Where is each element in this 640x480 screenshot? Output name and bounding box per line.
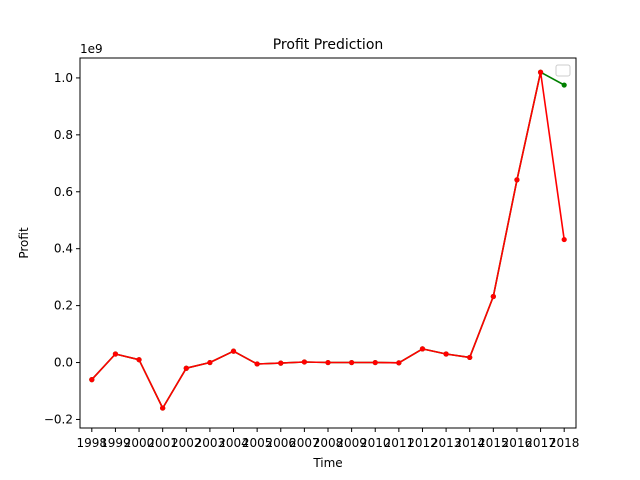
x-tick-label: 2014: [454, 436, 485, 450]
data-point: [561, 82, 567, 88]
y-tick-label: 0.4: [54, 242, 73, 256]
x-tick-label: 2012: [407, 436, 438, 450]
data-point: [514, 177, 520, 183]
data-point: [467, 354, 473, 361]
x-tick-label: 2010: [360, 436, 391, 450]
x-tick-label: 2000: [124, 436, 155, 450]
chart-title: Profit Prediction: [273, 37, 384, 53]
plot-frame: [79, 57, 577, 429]
y-tick-label: 0.6: [54, 185, 73, 199]
x-tick-label: 2011: [384, 436, 415, 450]
x-tick-label: 2004: [218, 436, 249, 450]
data-point: [396, 360, 402, 366]
x-tick-label: 2016: [502, 436, 533, 450]
data-point: [254, 361, 260, 367]
data-point: [490, 293, 496, 300]
x-axis-label: Time: [312, 456, 342, 470]
x-tick-label: 2018: [549, 436, 580, 450]
data-point: [207, 359, 213, 366]
x-tick-label: 2007: [289, 436, 320, 450]
data-point: [230, 348, 237, 354]
x-axis-ticks: 1998199920002001200220032004200520062007…: [77, 428, 580, 450]
x-tick-label: 2001: [147, 436, 178, 450]
data-point: [89, 377, 95, 383]
x-tick-label: 2002: [171, 436, 202, 450]
data-point: [301, 359, 307, 365]
data-point: [561, 236, 567, 243]
data-point: [183, 365, 189, 371]
data-point: [325, 359, 331, 366]
x-tick-label: 1999: [100, 436, 131, 450]
x-tick-label: 2008: [313, 436, 344, 450]
y-tick-label: 0.0: [54, 356, 73, 370]
series-layer: [89, 69, 567, 411]
y-offset-label: 1e9: [80, 42, 103, 56]
x-tick-label: 2013: [431, 436, 462, 450]
y-axis-label: Profit: [17, 227, 31, 259]
data-point: [372, 359, 378, 366]
y-tick-label: 0.8: [54, 128, 73, 142]
data-point: [537, 69, 544, 75]
data-point: [349, 359, 355, 366]
x-tick-label: 2017: [525, 436, 556, 450]
data-point: [112, 351, 119, 357]
x-tick-label: 2005: [242, 436, 273, 450]
y-tick-label: 0.2: [54, 299, 73, 313]
x-tick-label: 2006: [265, 436, 296, 450]
data-point: [443, 351, 449, 357]
y-tick-label: −0.2: [44, 412, 73, 426]
x-tick-label: 2009: [336, 436, 367, 450]
data-point: [278, 360, 284, 366]
y-tick-label: 1.0: [54, 71, 73, 85]
data-point: [160, 405, 166, 411]
data-point: [136, 357, 142, 363]
data-point: [419, 346, 426, 352]
x-tick-label: 2015: [478, 436, 509, 450]
x-tick-label: 2003: [195, 436, 226, 450]
legend-box: [555, 64, 571, 77]
y-axis-ticks: −0.2 0.0 0.2 0.4 0.6 0.8 1.0: [44, 71, 80, 426]
x-tick-label: 1998: [77, 436, 108, 450]
